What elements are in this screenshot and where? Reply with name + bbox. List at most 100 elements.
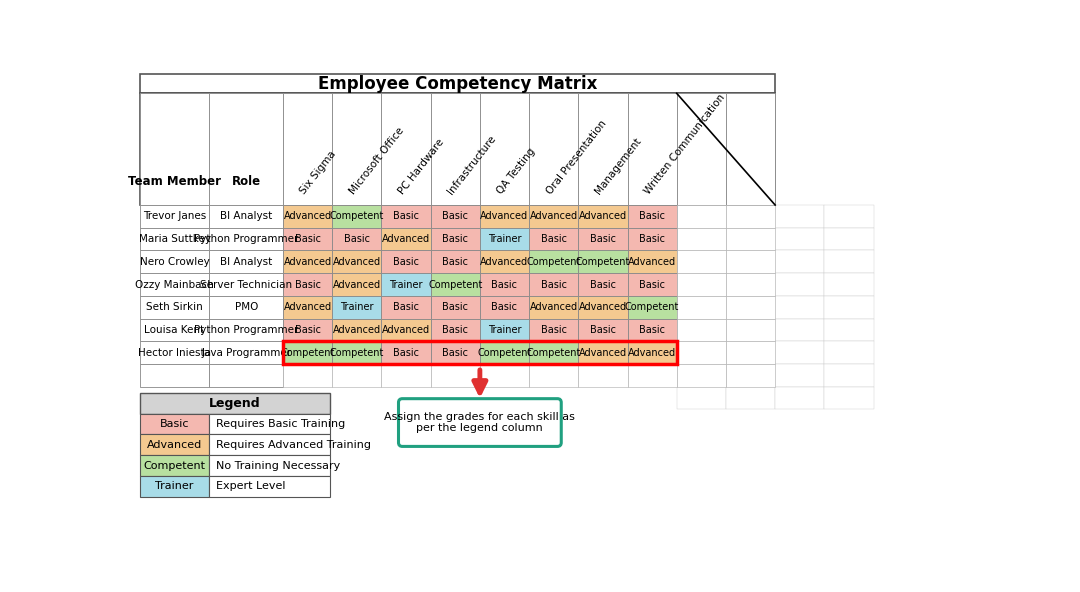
Bar: [627, 296, 677, 318]
Bar: [824, 273, 874, 296]
Text: Basic: Basic: [343, 234, 369, 244]
Bar: [578, 364, 627, 387]
Bar: [431, 364, 480, 387]
Bar: [139, 94, 775, 205]
Text: Maria Suttkey: Maria Suttkey: [138, 234, 211, 244]
Bar: [726, 228, 775, 250]
Text: Legend: Legend: [208, 397, 260, 410]
Text: Basic: Basic: [160, 419, 189, 429]
Text: BI Analyst: BI Analyst: [220, 257, 272, 267]
Text: Requires Basic Training: Requires Basic Training: [216, 419, 345, 429]
Bar: [824, 342, 874, 364]
Bar: [627, 205, 677, 228]
Bar: [283, 205, 333, 228]
Bar: [824, 364, 874, 387]
Text: Basic: Basic: [295, 325, 321, 335]
Text: Trainer: Trainer: [488, 234, 522, 244]
Text: Six Sigma: Six Sigma: [298, 149, 338, 196]
Bar: [529, 342, 578, 364]
Text: Basic: Basic: [541, 234, 567, 244]
Bar: [210, 414, 329, 435]
Bar: [775, 318, 824, 342]
Text: Competent: Competent: [527, 348, 581, 358]
Bar: [210, 476, 329, 497]
Bar: [431, 94, 480, 205]
Bar: [529, 318, 578, 342]
Text: Advanced: Advanced: [333, 325, 381, 335]
Text: Advanced: Advanced: [284, 211, 332, 221]
Text: Competent: Competent: [281, 348, 335, 358]
Bar: [210, 205, 283, 228]
Text: Management: Management: [594, 136, 644, 196]
Text: Competent: Competent: [329, 348, 384, 358]
Text: Basic: Basic: [590, 325, 616, 335]
Bar: [431, 228, 480, 250]
Bar: [726, 273, 775, 296]
Bar: [824, 296, 874, 318]
Bar: [381, 205, 431, 228]
Bar: [529, 296, 578, 318]
Bar: [677, 273, 726, 296]
Bar: [726, 273, 775, 296]
Text: Microsoft Office: Microsoft Office: [348, 125, 406, 196]
Bar: [139, 364, 210, 387]
Bar: [529, 205, 578, 228]
Bar: [824, 387, 874, 410]
Bar: [677, 318, 726, 342]
Text: Competent: Competent: [576, 257, 630, 267]
Bar: [283, 250, 333, 273]
Bar: [283, 296, 333, 318]
Bar: [824, 250, 874, 273]
Text: Basic: Basic: [590, 234, 616, 244]
Text: Basic: Basic: [639, 234, 665, 244]
Text: Advanced: Advanced: [529, 211, 578, 221]
Text: Basic: Basic: [443, 325, 469, 335]
Text: Basic: Basic: [443, 257, 469, 267]
Bar: [381, 94, 431, 205]
Bar: [283, 228, 333, 250]
Text: Oral Presentation: Oral Presentation: [544, 118, 608, 196]
Text: Competent: Competent: [428, 279, 483, 289]
Text: Advanced: Advanced: [579, 303, 627, 312]
Bar: [627, 250, 677, 273]
Bar: [627, 364, 677, 387]
Bar: [578, 94, 627, 205]
Text: Role: Role: [231, 175, 260, 188]
Text: Advanced: Advanced: [382, 325, 430, 335]
Bar: [529, 228, 578, 250]
Bar: [677, 342, 726, 364]
Bar: [139, 250, 210, 273]
Text: Basic: Basic: [393, 303, 419, 312]
Text: Team Member: Team Member: [129, 175, 221, 188]
Bar: [139, 228, 210, 250]
Text: Basic: Basic: [393, 211, 419, 221]
Bar: [627, 94, 677, 205]
Bar: [726, 296, 775, 318]
Text: Basic: Basic: [541, 279, 567, 289]
Bar: [726, 318, 775, 342]
Bar: [677, 205, 726, 228]
Bar: [775, 273, 824, 296]
Text: Advanced: Advanced: [147, 440, 202, 450]
Bar: [431, 205, 480, 228]
Text: Basic: Basic: [541, 325, 567, 335]
Bar: [139, 296, 210, 318]
Bar: [210, 435, 329, 455]
Text: Competent: Competent: [477, 348, 531, 358]
Bar: [283, 94, 333, 205]
Text: Competent: Competent: [625, 303, 679, 312]
Text: Advanced: Advanced: [481, 257, 528, 267]
Text: PMO: PMO: [234, 303, 258, 312]
Bar: [627, 342, 677, 364]
Bar: [726, 94, 775, 205]
Bar: [210, 342, 283, 364]
Bar: [381, 273, 431, 296]
Text: Advanced: Advanced: [529, 303, 578, 312]
Bar: [726, 250, 775, 273]
Text: Basic: Basic: [295, 234, 321, 244]
Bar: [775, 387, 824, 410]
Bar: [677, 342, 726, 364]
Text: Advanced: Advanced: [284, 257, 332, 267]
Text: Employee Competency Matrix: Employee Competency Matrix: [318, 75, 597, 93]
Text: Requires Advanced Training: Requires Advanced Training: [216, 440, 370, 450]
